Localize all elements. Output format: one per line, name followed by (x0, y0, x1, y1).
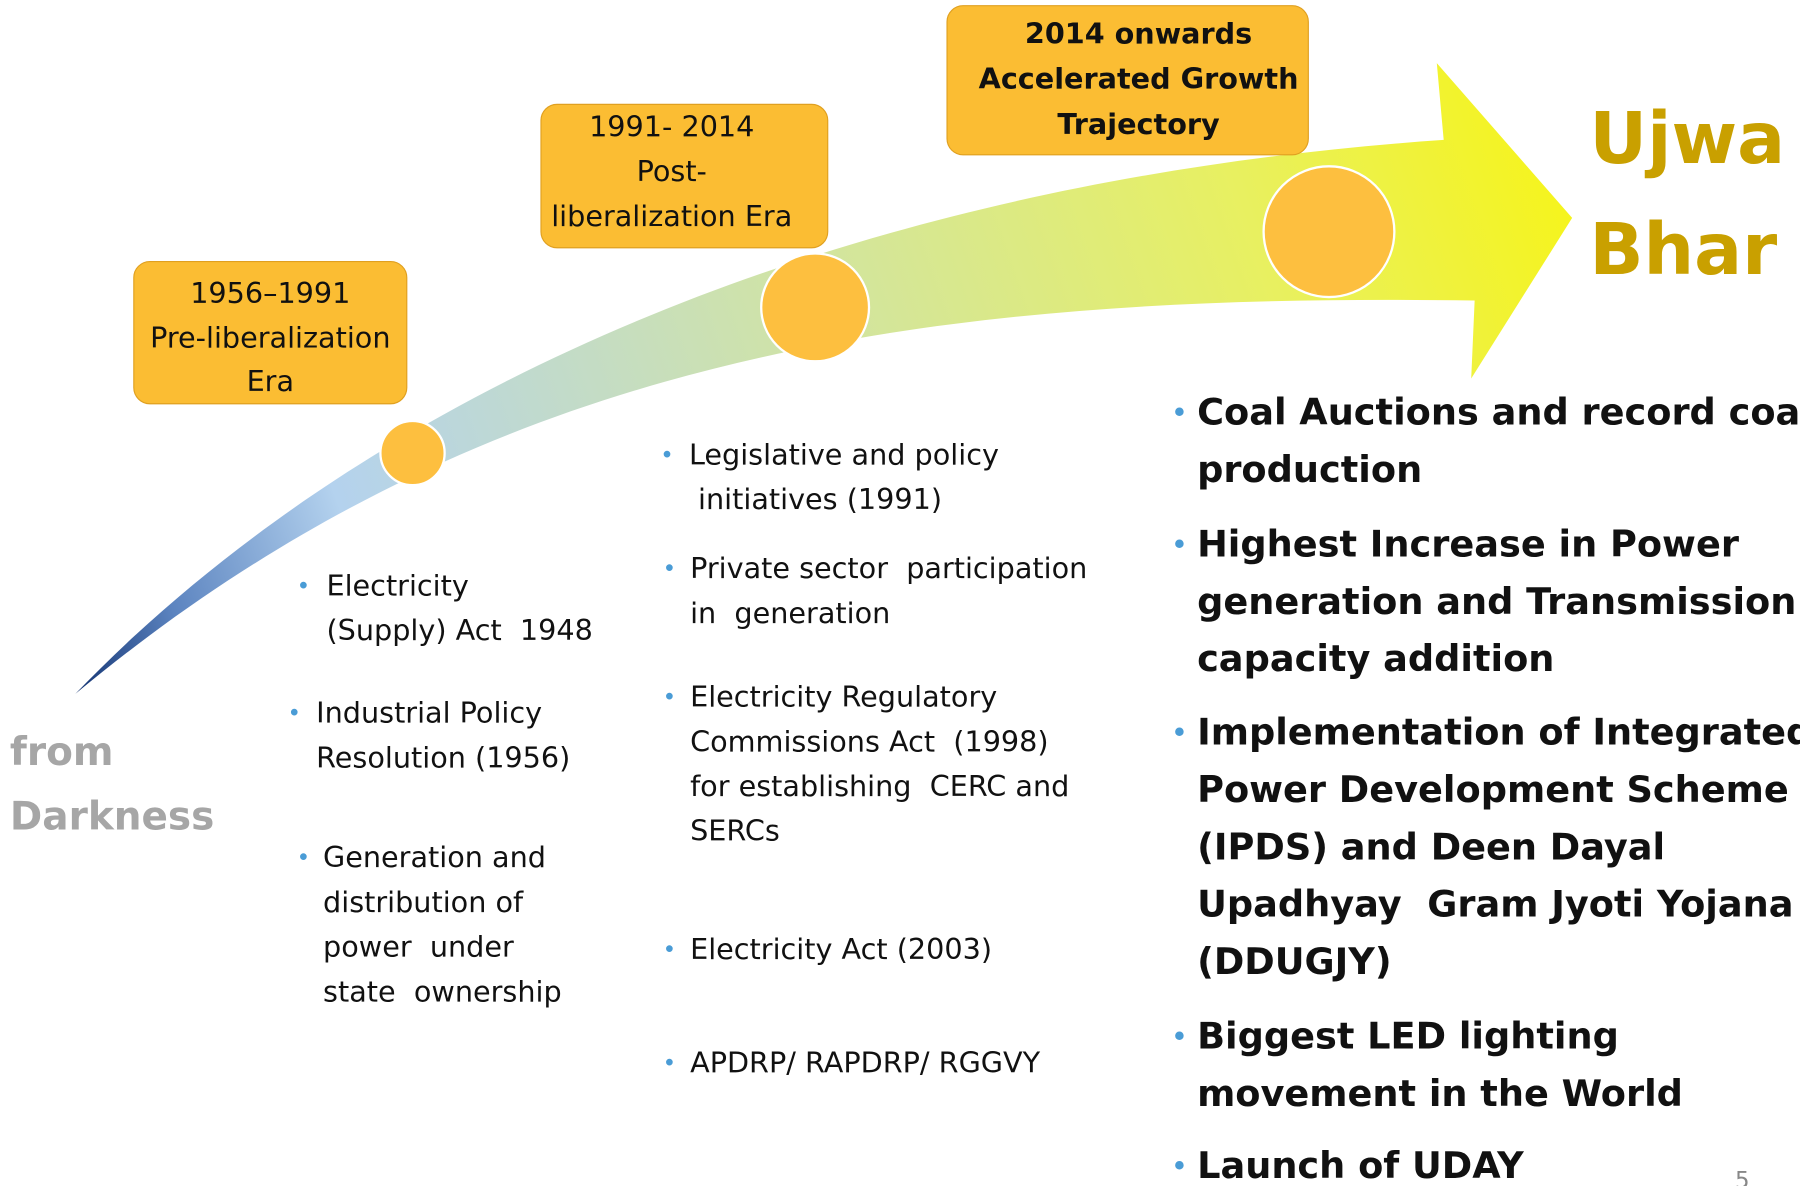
bullet-dot: • (663, 685, 677, 711)
title: Ujwa (1589, 97, 1785, 180)
bullet-text: (IPDS) and Deen Dayal (1197, 825, 1665, 868)
bullet-dot: • (1171, 1020, 1188, 1054)
bullet-dot: • (663, 1051, 677, 1077)
bullet-dot: • (663, 557, 677, 583)
era-label: Pre-liberalization (150, 321, 390, 355)
title: Bhar (1589, 208, 1777, 291)
bullet-text: production (1197, 448, 1422, 491)
era-label: Accelerated Growth (979, 61, 1299, 95)
bullet-dot: • (288, 701, 302, 727)
era-label: Post- (637, 154, 707, 188)
bullet-dot: • (297, 846, 311, 872)
era-box (133, 260, 408, 405)
bullet-text: Generation and (323, 840, 546, 874)
bullet-text: state ownership (323, 974, 562, 1008)
bullet-text: generation and Transmission (1197, 580, 1796, 623)
bullet-text: Biggest LED lighting (1197, 1015, 1619, 1058)
bullet-dot: • (1171, 716, 1188, 750)
bullet-dot: • (660, 443, 674, 469)
bullet-dot: • (297, 574, 311, 600)
page-number: 5 (1735, 1168, 1750, 1186)
bullet-text: Power Development Scheme (1197, 768, 1789, 811)
bullet-text: (Supply) Act 1948 (326, 613, 592, 647)
era-label: 2014 onwards (1025, 17, 1252, 51)
bullet-text: for establishing CERC and (690, 769, 1069, 803)
bullet-text: capacity addition (1197, 637, 1554, 680)
bullet-dot: • (1171, 527, 1188, 561)
era-label: Era (247, 364, 294, 398)
growth-arrow (75, 63, 1573, 694)
origin-label: from (10, 730, 114, 775)
era-box (540, 103, 829, 249)
bullet-text: Electricity Regulatory (690, 680, 997, 714)
era-label: 1956–1991 (190, 276, 350, 310)
milestone (379, 419, 446, 487)
era-label: Trajectory (1057, 107, 1220, 141)
bullet-dot: • (1171, 1149, 1188, 1183)
bullet-text: power under (323, 930, 514, 964)
bullet-text: movement in the World (1197, 1072, 1683, 1115)
bullet-dot: • (663, 937, 677, 963)
bullet-text: Legislative and policy (689, 438, 999, 472)
era-label: liberalization Era (551, 199, 792, 233)
milestone (1262, 165, 1396, 299)
bullet-text: Private sector participation (690, 551, 1087, 585)
bullet-text: Implementation of Integrated (1197, 711, 1800, 754)
bullet-text: initiatives (1991) (689, 482, 942, 516)
bullet-text: APDRP/ RAPDRP/ RGGVY (690, 1045, 1040, 1079)
era-box (946, 5, 1309, 156)
bullet-text: Upadhyay Gram Jyoti Yojana (1197, 883, 1793, 926)
bullet-text: Launch of UDAY (1197, 1144, 1524, 1186)
milestone (760, 252, 871, 363)
bullet-text: Resolution (1956) (316, 740, 570, 774)
bullet-text: distribution of (323, 885, 524, 919)
bullet-text: Highest Increase in Power (1197, 522, 1739, 565)
bullet-text: in generation (690, 596, 890, 630)
bullet-text: Commissions Act (1998) (690, 724, 1048, 758)
bullet-text: Industrial Policy (316, 696, 542, 730)
bullet-text: Electricity Act (2003) (690, 932, 992, 966)
origin-label: Darkness (10, 794, 214, 839)
bullet-dot: • (1171, 396, 1188, 430)
bullet-text: (DDUGJY) (1197, 940, 1392, 983)
era-label: 1991- 2014 (589, 109, 754, 143)
bullet-text: Coal Auctions and record coal (1197, 391, 1800, 434)
bullet-text: SERCs (690, 814, 780, 848)
bullet-text: Electricity (326, 568, 468, 602)
